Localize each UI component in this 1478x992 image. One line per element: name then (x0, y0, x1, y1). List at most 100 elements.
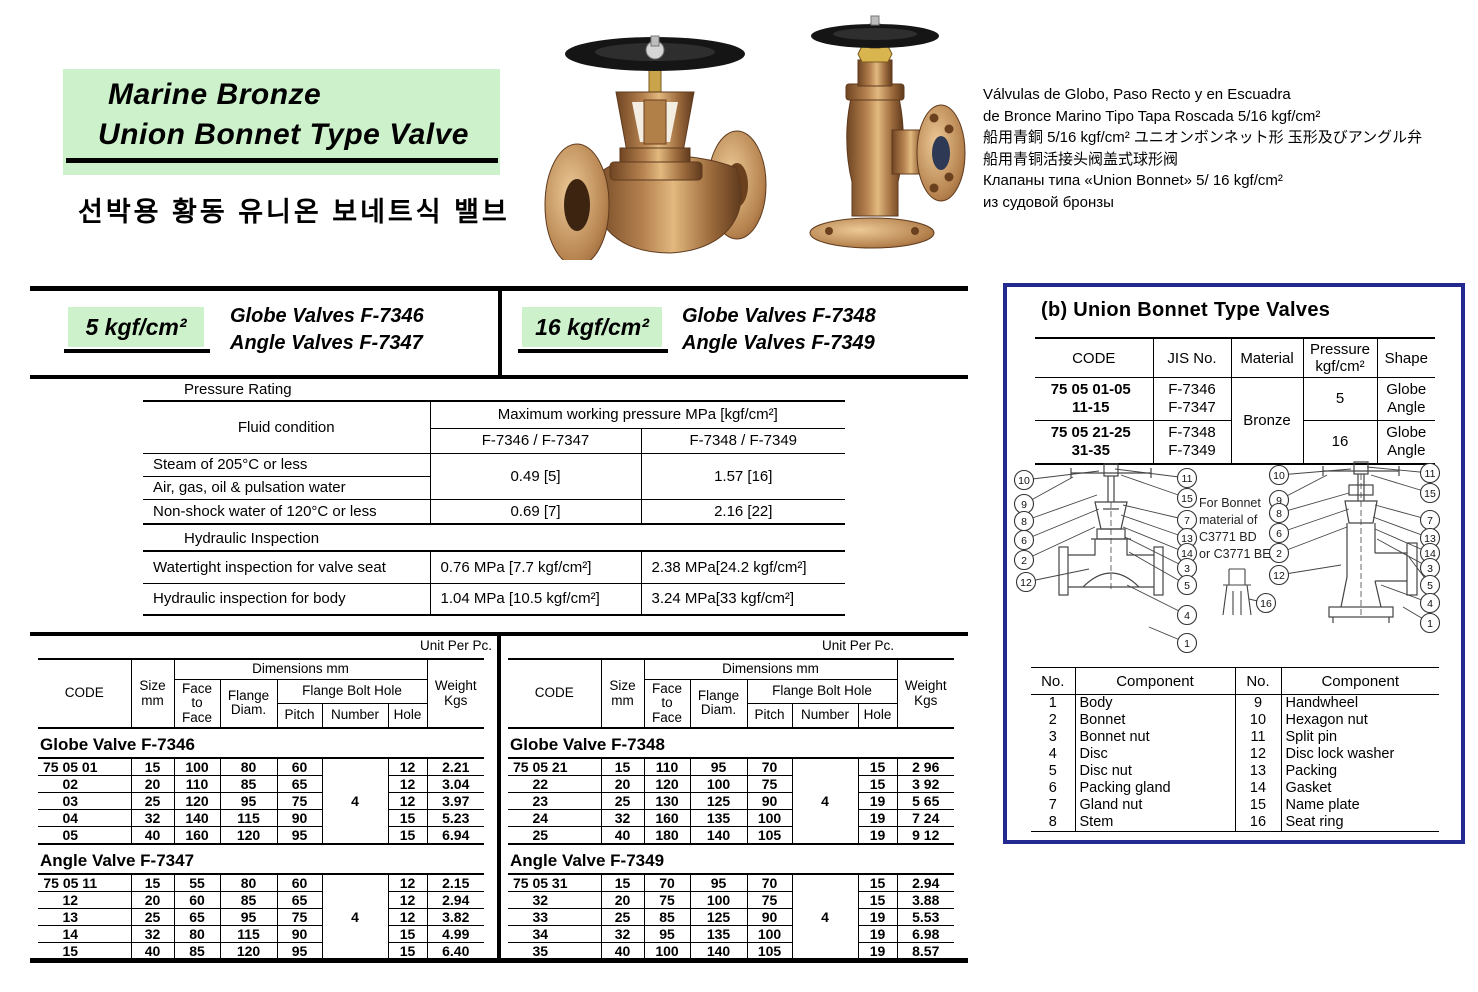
spec-header-code: CODE (1035, 337, 1154, 378)
spec-pressure-cell: 5 (1302, 377, 1378, 421)
flange-bolt-hole-header: Flange Bolt Hole (276, 678, 428, 704)
svg-text:7: 7 (1427, 515, 1433, 527)
dim-cell: 20 (600, 775, 645, 793)
svg-text:1: 1 (1427, 618, 1433, 630)
spec-code-line: 31-35 (1071, 442, 1110, 459)
dim-cell: 180 (643, 826, 691, 845)
fluid-condition-header: Fluid condition (143, 401, 431, 454)
dim-cell: 160 (643, 809, 691, 827)
dim-cell: 105 (746, 942, 793, 961)
weight-cell: 5 65 (896, 792, 954, 810)
dim-cell: 85 (173, 942, 221, 961)
intl-line-1: de Bronce Marino Tipo Tapa Roscada 5/16 … (983, 107, 1321, 125)
spec-code-line: 75 05 01-05 (1050, 381, 1131, 398)
svg-text:12: 12 (1020, 577, 1032, 589)
component-name: Disc nut (1074, 763, 1235, 780)
spec-header-pressure: Pressure kgf/cm² (1302, 337, 1378, 378)
hydraulic-value: 1.04 MPa [10.5 kgf/cm²] (429, 582, 642, 615)
svg-text:9: 9 (1276, 495, 1282, 507)
angle-valve-photo (809, 15, 966, 249)
svg-text:10: 10 (1018, 475, 1030, 487)
dimension-tables-f7346-f7347: Unit Per Pc. CODE Size mm Dimensions mm Wei… (38, 636, 492, 961)
dim-header-table: CODE Size mm Dimensions mm Weight Kgs Face t… (508, 658, 955, 729)
weight-header: Weight Kgs (426, 658, 485, 729)
bonnet-material-note-line: or C3771 BE (1199, 547, 1271, 561)
dim-cell: 95 (219, 792, 278, 810)
dim-cell: 130 (643, 792, 691, 810)
component-no: 16 (1234, 814, 1281, 832)
title-highlight-box (63, 69, 500, 175)
dim-cell: 100 (689, 775, 748, 793)
component-name: Packing (1280, 763, 1439, 780)
page-title-line1: Marine Bronze (108, 78, 322, 111)
chip-underline (518, 349, 668, 353)
bonnet-material-note-line: C3771 BD (1199, 530, 1257, 544)
dim-cell: 100 (746, 809, 793, 827)
dim-cell: 65 (276, 775, 323, 793)
component-name: Disc (1074, 746, 1235, 763)
weight-cell: 2.15 (426, 873, 484, 892)
flange-diam-header: Flange Diam. (219, 678, 278, 729)
code-cell: 75 05 31 (508, 873, 602, 892)
dim-cell: 15 (387, 925, 428, 943)
dim-cell: 160 (173, 826, 221, 845)
code-cell: 24 (508, 809, 602, 827)
dim-cell: 105 (746, 826, 793, 845)
weight-cell: 3.88 (896, 891, 954, 909)
dimensions-header: Dimensions mm (643, 658, 898, 680)
seat-ring-part-drawing (1222, 568, 1252, 616)
weight-cell: 6.40 (426, 942, 484, 961)
hole-header: Hole (387, 702, 428, 729)
dim-cell: 15 (857, 891, 898, 909)
component-name: Body (1074, 694, 1235, 712)
component-name: Stem (1074, 814, 1235, 832)
svg-text:5: 5 (1427, 580, 1433, 592)
svg-text:12: 12 (1273, 570, 1285, 582)
dim-cell: 60 (276, 757, 323, 776)
spec-shape-line: Globe (1386, 381, 1427, 398)
svg-text:4: 4 (1184, 610, 1190, 622)
component-name: Name plate (1280, 797, 1439, 814)
max-pressure-header: Maximum working pressure MPa [kgf/cm²] (429, 401, 846, 429)
callout-circle-11 (1176, 467, 1198, 489)
component-name: Seat ring (1280, 814, 1439, 832)
hydraulic-inspection-label: Hydraulic Inspection (184, 530, 320, 547)
valve-product-photos (544, 15, 966, 260)
spec-pressure-cell: 16 (1302, 420, 1378, 465)
code-cell: 12 (38, 891, 132, 909)
component-header: Component (1074, 667, 1235, 695)
dim-cell: 120 (219, 826, 278, 845)
steam-value-b: 1.57 [16] (640, 452, 846, 500)
component-no: 8 (1048, 814, 1057, 830)
dim-cell: 12 (387, 908, 428, 926)
unit-per-pc-label: Unit Per Pc. (821, 638, 894, 653)
dim-cell: 115 (219, 925, 278, 943)
pressure-chip-5kg: 5 kgf/cm² (68, 307, 204, 347)
svg-text:5: 5 (1184, 580, 1190, 592)
component-name: Split pin (1280, 729, 1439, 746)
dim-cell: 80 (219, 873, 278, 892)
component-header: No. (1234, 667, 1281, 695)
component-name: Gland nut (1074, 797, 1235, 814)
hydraulic-value: 2.38 MPa[24.2 kgf/cm²] (640, 551, 845, 584)
spec-header-shape: Shape (1376, 337, 1435, 378)
weight-cell: 2.94 (426, 891, 484, 909)
callout-circle-1 (1419, 612, 1441, 634)
dim-cell: 75 (276, 792, 323, 810)
component-no: 9 (1234, 694, 1281, 712)
dim-cell: 20 (130, 775, 175, 793)
dim-cell: 75 (643, 891, 691, 909)
dim-cell: 19 (857, 792, 898, 810)
valve-group-title: Angle Valve F-7349 (510, 851, 665, 870)
dim-cell: 95 (276, 826, 323, 845)
spec-jis-line: F-7346 (1168, 381, 1216, 398)
component-name: Hexagon nut (1280, 712, 1439, 729)
component-list-table: No. Component No. Component 1 Body 9 Handwheel 2… (1031, 667, 1439, 832)
svg-text:4: 4 (1427, 598, 1433, 610)
dim-cell: 15 (857, 757, 898, 776)
dim-cell: 65 (276, 891, 323, 909)
weight-cell: 9 12 (896, 826, 954, 845)
dimension-tables-f7348-f7349: Unit Per Pc. CODE Size mm Dimensions mm Wei… (508, 636, 955, 961)
hydraulic-row-label: Hydraulic inspection for body (143, 582, 431, 615)
dim-cell: 140 (689, 942, 748, 961)
